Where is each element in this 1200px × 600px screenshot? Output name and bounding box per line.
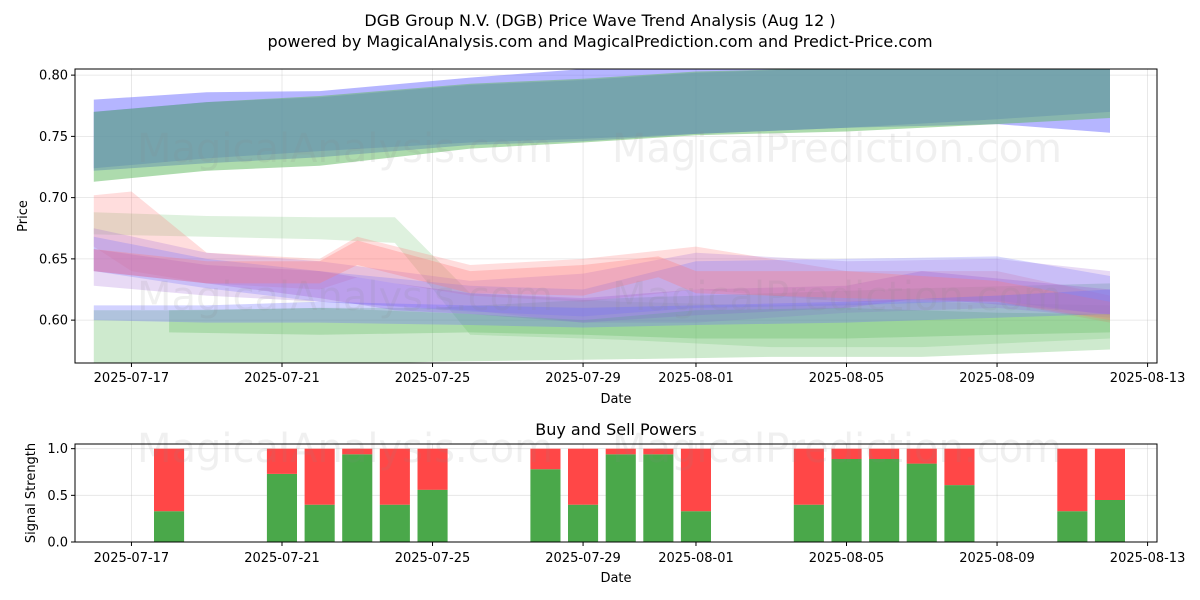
price-wave-band-8 bbox=[93, 249, 1111, 323]
price-wave-band-9 bbox=[169, 307, 1111, 339]
price-bands bbox=[93, 69, 1111, 363]
buy-sell-x-tick-label: 2025-08-01 bbox=[658, 551, 734, 566]
price-wave-band-4 bbox=[93, 212, 1111, 348]
buy-sell-y-tick-label: 1.0 bbox=[47, 442, 68, 457]
buy-sell-x-tick-label: 2025-07-21 bbox=[244, 551, 320, 566]
buy-bar bbox=[417, 489, 448, 542]
buy-sell-bars bbox=[154, 448, 1125, 542]
buy-bar bbox=[793, 504, 824, 542]
buy-bar bbox=[869, 458, 900, 542]
sell-bar bbox=[1057, 448, 1088, 512]
buy-bar bbox=[906, 463, 937, 542]
buy-sell-x-tick-label: 2025-08-05 bbox=[809, 551, 885, 566]
buy-bar bbox=[530, 469, 561, 542]
sell-bar bbox=[605, 448, 636, 455]
sell-bar bbox=[680, 448, 711, 512]
buy-bar bbox=[342, 454, 373, 542]
buy-sell-x-tick-label: 2025-07-29 bbox=[545, 551, 621, 566]
buy-bar bbox=[1057, 511, 1088, 542]
buy-bar bbox=[379, 504, 410, 542]
price-x-tick-label: 2025-07-17 bbox=[94, 371, 170, 386]
price-x-tick-label: 2025-08-01 bbox=[658, 371, 734, 386]
sell-bar bbox=[906, 448, 937, 464]
buy-sell-plot-frame bbox=[74, 443, 1158, 543]
buy-bar bbox=[154, 511, 185, 542]
price-x-tick-label: 2025-08-13 bbox=[1110, 371, 1186, 386]
buy-bar bbox=[1094, 500, 1125, 542]
buy-sell-y-tick-label: 0.5 bbox=[47, 489, 68, 504]
price-wave-band-10 bbox=[93, 240, 1111, 321]
watermark-text: MagicalAnalysis.com bbox=[137, 126, 553, 172]
price-x-ticks: 2025-07-17 2025-07-21 2025-07-25 2025-07-29… bbox=[94, 363, 1186, 386]
sell-bar bbox=[793, 448, 824, 505]
price-y-tick-label: 0.60 bbox=[39, 314, 68, 329]
buy-sell-y-axis-label: Signal Strength bbox=[24, 443, 39, 543]
price-x-tick-label: 2025-07-29 bbox=[545, 371, 621, 386]
price-x-tick-label: 2025-07-21 bbox=[244, 371, 320, 386]
price-wave-plot: MagicalAnalysis.com MagicalPrediction.co… bbox=[16, 68, 1186, 407]
sell-bar bbox=[154, 448, 185, 512]
price-wave-band-3 bbox=[93, 283, 1111, 363]
price-x-tick-label: 2025-08-09 bbox=[959, 371, 1035, 386]
price-wave-band-11 bbox=[93, 289, 1111, 328]
sell-bar bbox=[530, 448, 561, 470]
buy-sell-title: Buy and Sell Powers bbox=[535, 420, 697, 439]
sell-bar bbox=[869, 448, 900, 459]
sell-bar bbox=[1094, 448, 1125, 500]
buy-sell-x-ticks: 2025-07-17 2025-07-21 2025-07-25 2025-07-29… bbox=[94, 542, 1186, 566]
sell-bar bbox=[304, 448, 335, 505]
buy-bar bbox=[568, 504, 599, 542]
price-y-tick-label: 0.75 bbox=[39, 130, 68, 145]
price-y-ticks: 0.60 0.65 0.70 0.75 0.80 bbox=[39, 69, 75, 329]
buy-bar bbox=[831, 458, 862, 542]
buy-bar bbox=[266, 473, 297, 542]
sell-bar bbox=[266, 448, 297, 474]
chart-subtitle: powered by MagicalAnalysis.com and Magic… bbox=[267, 32, 932, 51]
price-plot-frame bbox=[74, 68, 1158, 364]
buy-sell-x-axis-label: Date bbox=[600, 571, 631, 586]
price-wave-band-2 bbox=[93, 69, 1110, 182]
watermark-text: MagicalPrediction.com bbox=[612, 274, 1062, 320]
sell-bar bbox=[417, 448, 448, 490]
buy-sell-y-ticks: 0.0 0.5 1.0 bbox=[47, 442, 75, 551]
price-x-tick-label: 2025-08-05 bbox=[809, 371, 885, 386]
price-x-tick-label: 2025-07-25 bbox=[395, 371, 471, 386]
buy-bar bbox=[680, 511, 711, 542]
watermark-text: MagicalAnalysis.com bbox=[137, 426, 553, 472]
watermark-text: MagicalPrediction.com bbox=[612, 126, 1062, 172]
buy-bar bbox=[643, 454, 674, 542]
buy-bar bbox=[944, 485, 975, 542]
price-wave-band-5 bbox=[93, 191, 1111, 323]
buy-sell-x-tick-label: 2025-08-13 bbox=[1110, 551, 1186, 566]
sell-bar bbox=[568, 448, 599, 505]
sell-bar bbox=[831, 448, 862, 459]
buy-sell-y-tick-label: 0.0 bbox=[47, 536, 68, 551]
buy-sell-x-tick-label: 2025-07-17 bbox=[94, 551, 170, 566]
watermark-text: MagicalPrediction.com bbox=[612, 426, 1062, 472]
buy-sell-x-tick-label: 2025-07-25 bbox=[395, 551, 471, 566]
sell-bar bbox=[342, 448, 373, 455]
watermark-text: MagicalAnalysis.com bbox=[137, 274, 553, 320]
sell-bar bbox=[643, 448, 674, 455]
chart-title: DGB Group N.V. (DGB) Price Wave Trend An… bbox=[364, 11, 835, 30]
buy-sell-plot: Buy and Sell Powers MagicalAnalysis.com … bbox=[24, 420, 1185, 586]
sell-bar bbox=[379, 448, 410, 505]
sell-bar bbox=[944, 448, 975, 486]
price-y-tick-label: 0.80 bbox=[39, 69, 68, 84]
price-x-axis-label: Date bbox=[600, 392, 631, 407]
price-y-tick-label: 0.65 bbox=[39, 252, 68, 267]
price-wave-band-6 bbox=[93, 228, 1111, 323]
buy-bar bbox=[304, 504, 335, 542]
buy-sell-x-tick-label: 2025-08-09 bbox=[959, 551, 1035, 566]
price-wave-band-7 bbox=[93, 236, 1111, 317]
price-y-tick-label: 0.70 bbox=[39, 191, 68, 206]
buy-bar bbox=[605, 454, 636, 542]
price-y-axis-label: Price bbox=[16, 200, 31, 232]
